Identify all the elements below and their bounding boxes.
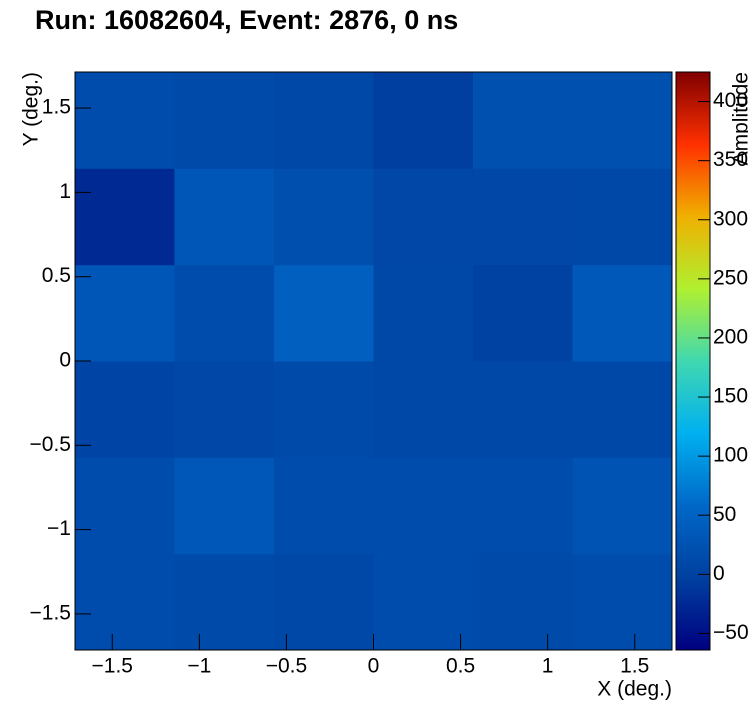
heatmap-cell: [274, 553, 374, 651]
heatmap-cell: [572, 168, 673, 266]
colorbar-tick-label: 100: [713, 444, 748, 467]
heatmap-cell: [373, 553, 474, 651]
colorbar-tick-label: 350: [713, 148, 748, 171]
x-tick-label: −1.5: [92, 655, 133, 678]
heatmap-cell: [572, 72, 673, 169]
heatmap-cell: [472, 457, 574, 555]
heatmap-cell: [274, 361, 374, 458]
colorbar-tick-label: 0: [713, 562, 725, 585]
heatmap-cell: [572, 264, 673, 362]
heatmap-cell: [274, 168, 374, 266]
x-axis-title: X (deg.): [597, 678, 672, 701]
heatmap-cell: [472, 72, 574, 169]
x-tick-label: −0.5: [266, 655, 307, 678]
y-tick-label: 0.5: [42, 264, 71, 287]
heatmap-cell: [373, 264, 474, 362]
chart-title: Run: 16082604, Event: 2876, 0 ns: [35, 5, 458, 35]
heatmap-cell: [373, 72, 474, 169]
heatmap-cell: [174, 168, 275, 266]
heatmap-cell: [472, 361, 574, 458]
colorbar-tick-label: −50: [713, 621, 748, 644]
heatmap-cell: [572, 553, 673, 651]
heatmap-cell: [75, 168, 175, 266]
x-tick-label: 0.5: [446, 655, 475, 678]
heatmap-cell: [75, 553, 175, 651]
heatmap-cell: [75, 72, 175, 169]
y-axis-title: Y (deg.): [20, 72, 43, 146]
heatmap-cell: [174, 72, 275, 169]
y-tick-label: −1: [47, 517, 71, 540]
colorbar-tick-label: 250: [713, 266, 748, 289]
colorbar-tick-label: 200: [713, 325, 748, 348]
heatmap-cell: [174, 264, 275, 362]
heatmap-cell: [75, 361, 175, 458]
heatmap-cell: [572, 361, 673, 458]
colorbar: [675, 71, 711, 651]
y-tick-label: 0: [59, 349, 71, 372]
colorbar-tick-label: 50: [713, 503, 736, 526]
colorbar-title: Amplitude: [730, 72, 748, 165]
heatmap-cell: [75, 457, 175, 555]
colorbar-tick-label: 300: [713, 207, 748, 230]
colorbar-tick-label: 150: [713, 385, 748, 408]
heatmap-cell: [174, 553, 275, 651]
heatmap-cell: [373, 457, 474, 555]
heatmap-cell: [274, 457, 374, 555]
x-tick-label: −1: [187, 655, 211, 678]
heatmap-cell: [274, 264, 374, 362]
x-tick-label: 1.5: [620, 655, 649, 678]
y-tick-label: −1.5: [30, 601, 71, 624]
colorbar-tick-label: 400: [713, 89, 748, 112]
y-tick-label: 1.5: [42, 96, 71, 119]
heatmap-cell: [274, 72, 374, 169]
heatmap-cell: [472, 264, 574, 362]
heatmap-cell: [472, 553, 574, 651]
heatmap-cell: [572, 457, 673, 555]
heatmap-cell: [472, 168, 574, 266]
x-tick-label: 0: [368, 655, 380, 678]
heatmap-cell: [174, 361, 275, 458]
heatmap-cell: [75, 264, 175, 362]
heatmap-cell: [373, 168, 474, 266]
y-tick-label: 1: [59, 180, 71, 203]
y-tick-label: −0.5: [30, 433, 71, 456]
heatmap-cell: [174, 457, 275, 555]
x-tick-label: 1: [542, 655, 554, 678]
heatmap-cell: [373, 361, 474, 458]
